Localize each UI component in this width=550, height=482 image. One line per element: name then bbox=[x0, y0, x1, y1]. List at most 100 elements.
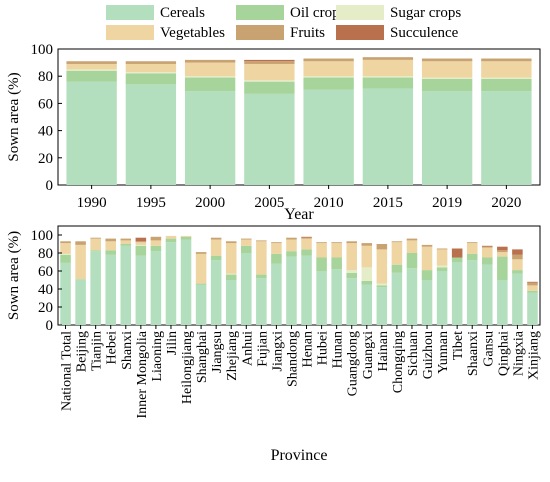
bar-national-total-vegetables bbox=[60, 243, 71, 254]
legend: Cereals Oil crops Sugar crops Vegetables Fru… bbox=[106, 5, 461, 41]
bar-hebei-cereals bbox=[105, 254, 116, 325]
bar-guangdong-vegetables bbox=[346, 243, 357, 271]
bar-2020-vegetables bbox=[481, 61, 532, 78]
bar-hubei-vegetables bbox=[316, 243, 327, 258]
bar-shaanxi-oil-crops bbox=[466, 253, 478, 261]
bar-2015-oil-crops bbox=[362, 77, 414, 89]
bar-chongqing-cereals bbox=[391, 272, 403, 325]
bar-2019-vegetables bbox=[421, 61, 473, 78]
bar-2015-fruits bbox=[362, 57, 414, 60]
legend-swatch-sugar-crops bbox=[336, 5, 384, 20]
bar-guangdong-sugar-crops bbox=[346, 270, 357, 273]
bar-national-total-fruits bbox=[60, 241, 71, 244]
bar-jilin-vegetables bbox=[165, 235, 177, 239]
bar-1990-vegetables bbox=[66, 63, 117, 70]
bar-1995-vegetables bbox=[125, 63, 177, 73]
bar-guangxi-cereals bbox=[361, 284, 373, 325]
bar-hubei-cereals bbox=[316, 271, 327, 325]
bar-xinjiang-cereals bbox=[527, 292, 538, 325]
bar-guangdong-oil-crops bbox=[346, 272, 357, 279]
bar-shanghai-oil-crops bbox=[195, 283, 207, 285]
x-tick-label-tibet: Tibet bbox=[451, 331, 466, 360]
x-tick-label-hebei: Hebei bbox=[105, 331, 120, 365]
x-tick-label-xinjiang: Xinjiang bbox=[526, 331, 541, 380]
bar-sichuan-cereals bbox=[406, 268, 418, 325]
bar-inner-mongolia-succulence bbox=[135, 237, 147, 242]
bar-2020-cereals bbox=[481, 91, 532, 185]
bar-jiangxi-fruits bbox=[271, 242, 282, 244]
bar-hebei-oil-crops bbox=[105, 250, 116, 255]
x-tick-label-zhejiang: Zhejiang bbox=[225, 331, 240, 381]
bar-hainan-oil-crops bbox=[376, 285, 388, 288]
bar-inner-mongolia-vegetables bbox=[135, 242, 147, 245]
bar-tibet-cereals bbox=[451, 262, 463, 325]
bar-tibet-oil-crops bbox=[451, 257, 463, 262]
bar-2005-vegetables bbox=[244, 63, 295, 81]
bar-guizhou-cereals bbox=[421, 280, 433, 325]
bar-shanxi-vegetables bbox=[120, 240, 132, 244]
bar-2015-sugar-crops bbox=[362, 76, 414, 78]
bar-hainan-vegetables bbox=[376, 249, 388, 284]
bar-shandong-vegetables bbox=[286, 239, 297, 252]
bar-inner-mongolia-sugar-crops bbox=[135, 244, 147, 246]
bar-zhejiang-fruits bbox=[225, 241, 237, 244]
bar-1990-oil-crops bbox=[66, 70, 117, 82]
bar-fujian-vegetables bbox=[256, 241, 267, 275]
bar-tianjin-oil-crops bbox=[90, 250, 101, 252]
bar-1995-cereals bbox=[125, 84, 177, 185]
bar-2019-fruits bbox=[421, 58, 473, 62]
bar-1995-fruits bbox=[125, 61, 177, 64]
bar-henan-cereals bbox=[301, 255, 312, 325]
bar-tibet-succulence bbox=[451, 248, 463, 258]
x-tick-label-hainan: Hainan bbox=[376, 331, 391, 371]
bar-sichuan-vegetables bbox=[406, 240, 418, 253]
bar-beijing-fruits bbox=[75, 241, 86, 245]
bar-guangdong-fruits bbox=[346, 241, 357, 244]
y-tick-label-60: 60 bbox=[38, 264, 53, 280]
bar-guangxi-vegetables bbox=[361, 245, 373, 268]
bar-guangxi-sugar-crops bbox=[361, 267, 373, 281]
bar-shaanxi-fruits bbox=[466, 242, 478, 244]
x-tick-label-sichuan: Sichuan bbox=[406, 331, 421, 376]
y-tick-label-40: 40 bbox=[38, 282, 53, 298]
bar-tianjin-vegetables bbox=[90, 238, 101, 251]
bar-anhui-fruits bbox=[241, 238, 252, 240]
bar-xinjiang-fruits bbox=[527, 282, 538, 286]
bar-gansu-fruits bbox=[482, 246, 493, 248]
x-axis-label: Year bbox=[284, 206, 314, 223]
bar-2005-oil-crops bbox=[244, 81, 295, 94]
legend-label-fruits: Fruits bbox=[290, 25, 325, 41]
bar-ningxia-cereals bbox=[512, 273, 523, 325]
x-tick-label-jiangsu: Jiangsu bbox=[210, 331, 225, 373]
bar-guangxi-oil-crops bbox=[361, 280, 373, 285]
bar-2010-vegetables bbox=[303, 61, 354, 77]
x-tick-label-shanghai: Shanghai bbox=[195, 331, 210, 383]
x-tick-label-shandong: Shandong bbox=[285, 331, 300, 387]
bar-jiangxi-cereals bbox=[271, 263, 282, 325]
bar-fujian-cereals bbox=[256, 278, 267, 325]
bar-jilin-oil-crops bbox=[165, 238, 177, 243]
bar-gansu-oil-crops bbox=[482, 257, 493, 265]
bar-qinghai-vegetables bbox=[497, 252, 508, 257]
bar-shandong-oil-crops bbox=[286, 251, 297, 257]
bar-tianjin-cereals bbox=[90, 251, 101, 325]
bar-ningxia-fruits bbox=[512, 254, 523, 260]
bar-zhejiang-oil-crops bbox=[225, 274, 237, 280]
x-tick-label-fujian: Fujian bbox=[255, 331, 270, 367]
y-tick-label-20: 20 bbox=[38, 151, 53, 167]
bar-1995-sugar-crops bbox=[125, 72, 177, 74]
bar-2015-vegetables bbox=[362, 59, 414, 77]
bar-gansu-cereals bbox=[482, 264, 493, 325]
x-tick-label-beijing: Beijing bbox=[75, 331, 90, 372]
bar-jiangxi-oil-crops bbox=[271, 253, 282, 264]
bar-hebei-vegetables bbox=[105, 241, 116, 251]
bar-xinjiang-succulence bbox=[527, 281, 538, 283]
x-tick-label-anhui: Anhui bbox=[240, 331, 255, 366]
x-axis-label: Province bbox=[271, 447, 328, 464]
x-tick-label-liaoning: Liaoning bbox=[150, 331, 165, 382]
bar-liaoning-oil-crops bbox=[150, 245, 162, 252]
bar-chongqing-oil-crops bbox=[391, 264, 403, 273]
bar-henan-vegetables bbox=[301, 238, 312, 250]
y-tick-label-40: 40 bbox=[38, 124, 53, 140]
bar-2010-oil-crops bbox=[303, 77, 354, 90]
